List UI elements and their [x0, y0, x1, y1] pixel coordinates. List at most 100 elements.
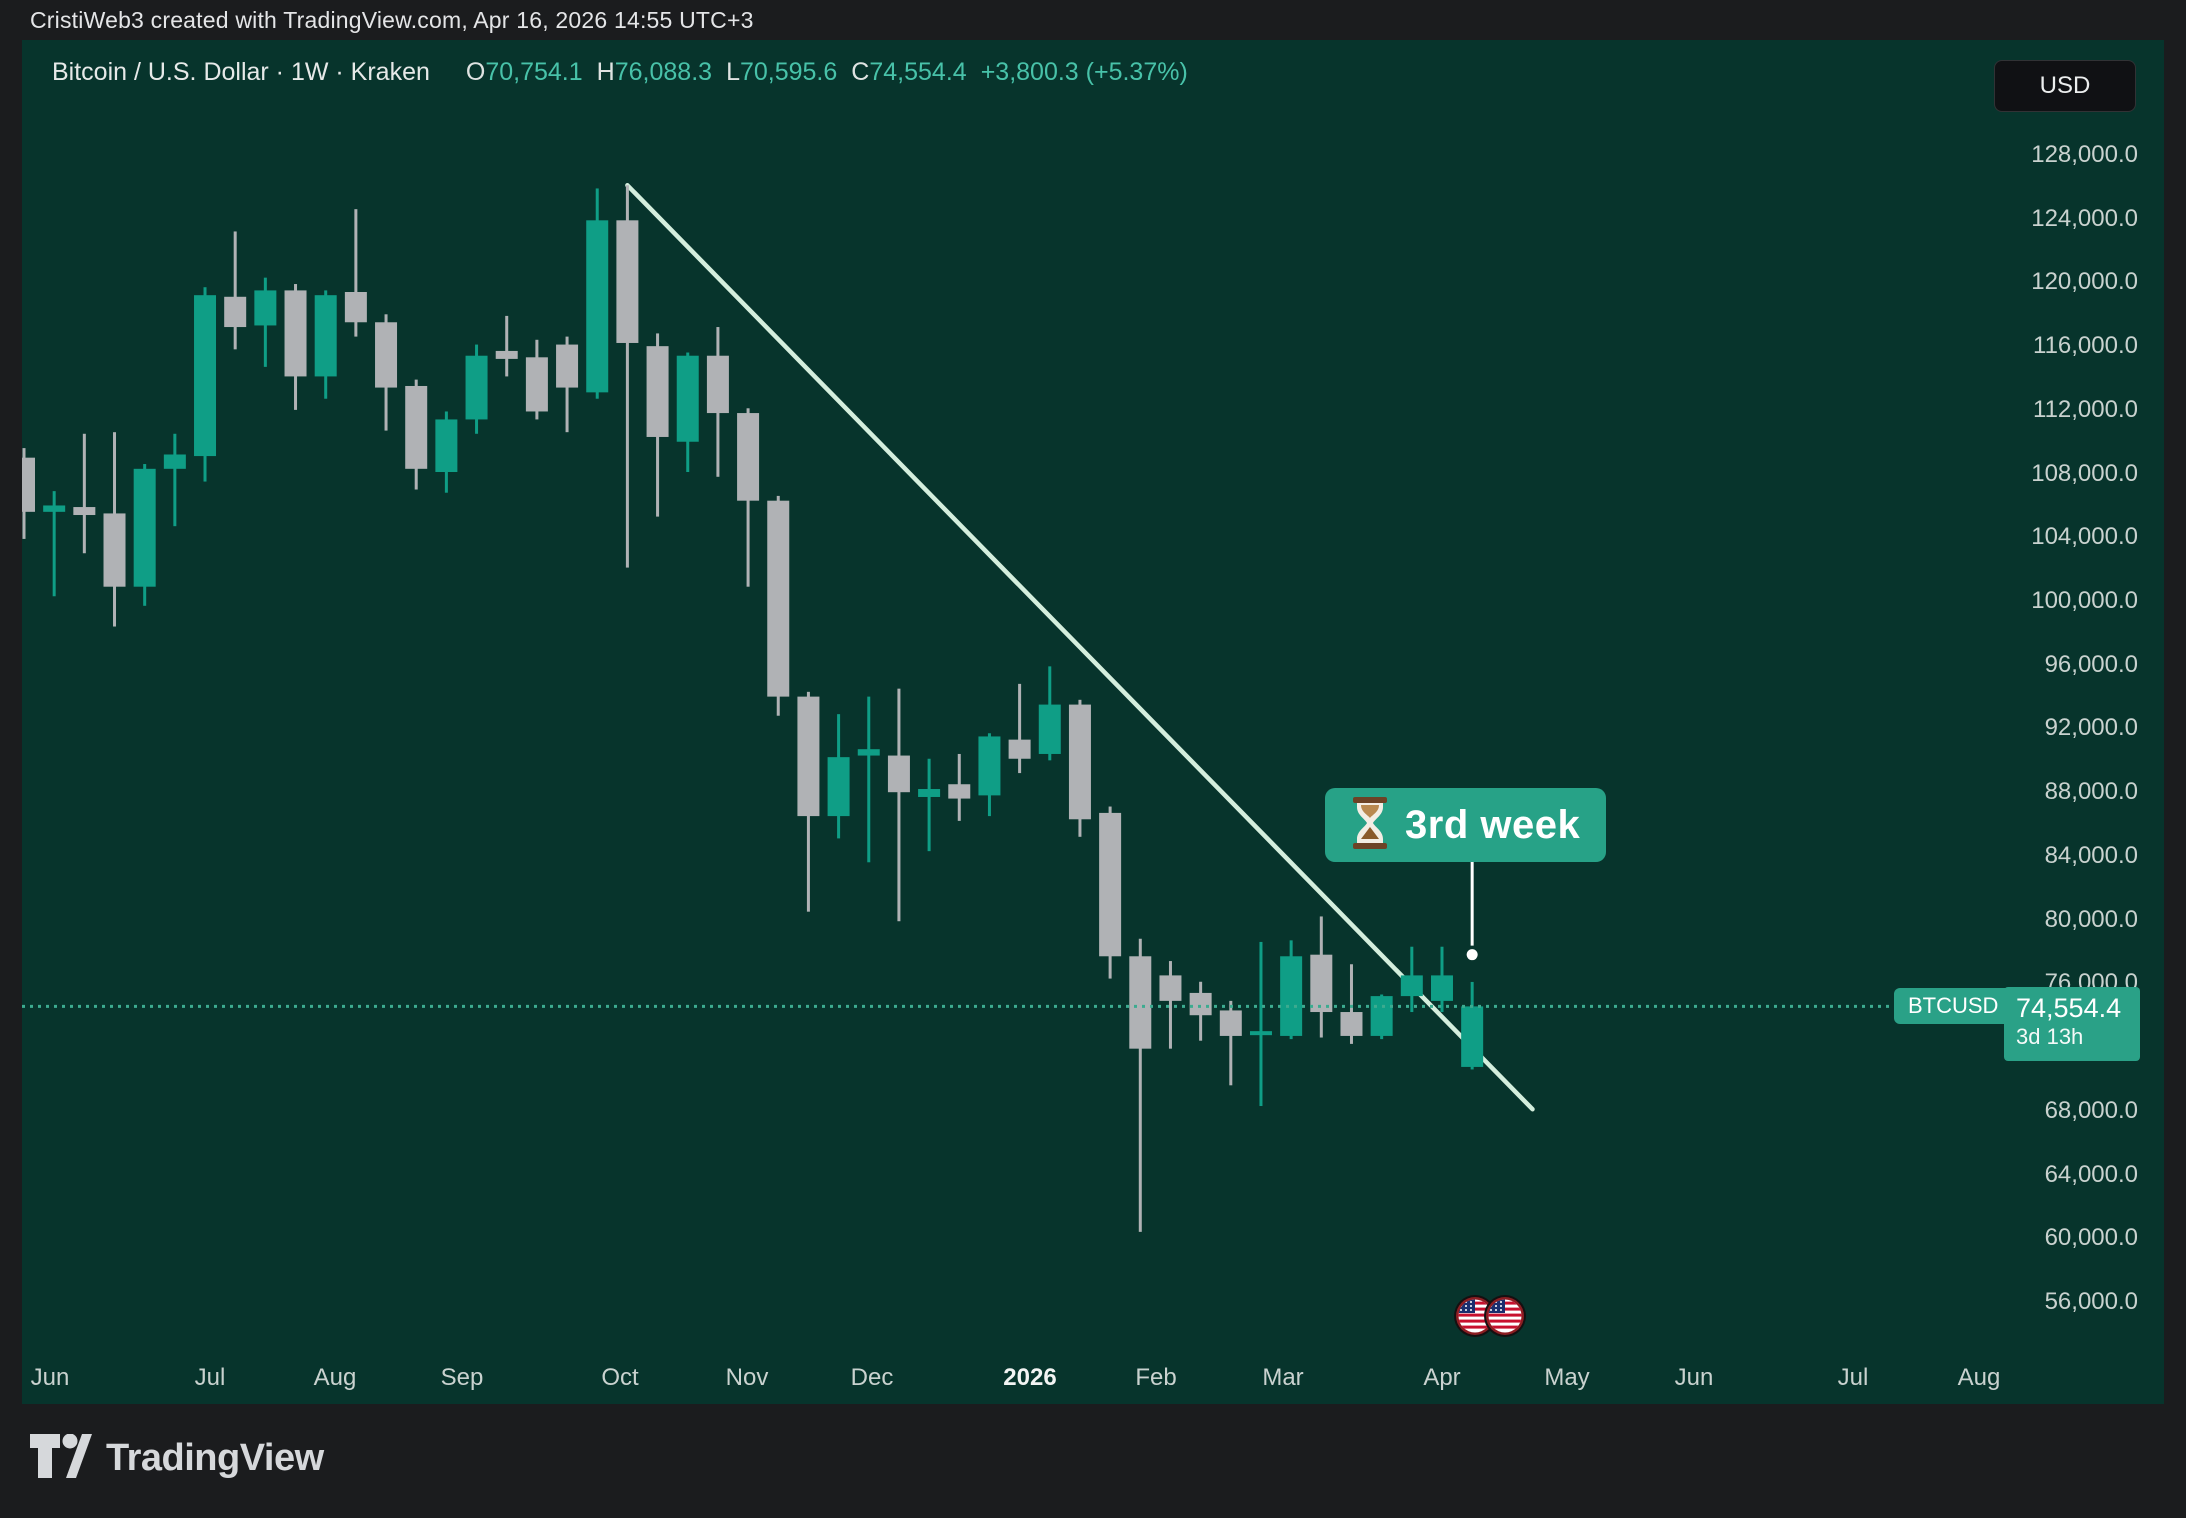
price-tick-label: 60,000.0 [2044, 1224, 2138, 1252]
candle-body [887, 755, 910, 793]
close-label: C [851, 58, 870, 86]
price-tick-label: 96,000.0 [2044, 650, 2138, 678]
candle-body [857, 749, 880, 756]
candle-body [133, 468, 156, 587]
month-tick-label: Sep [440, 1364, 484, 1391]
chart-panel: Bitcoin / U.S. Dollar · 1W · Kraken O70,7… [22, 40, 2164, 1404]
high-value: 76,088.3 [614, 58, 713, 86]
candle-body [1068, 704, 1091, 820]
callout-anchor-dot [1466, 949, 1478, 961]
price-tick-label: 64,000.0 [2044, 1160, 2138, 1188]
attribution-text: CristiWeb3 created with TradingView.com,… [30, 7, 754, 33]
candle-wick [625, 185, 629, 568]
year-tick-label: 2026 [1003, 1364, 1057, 1391]
candle-body [737, 413, 760, 501]
candle-wick [1138, 938, 1142, 1232]
candle-wick [1259, 941, 1263, 1107]
close-value: 74,554.4 [869, 58, 967, 86]
candle-body [284, 290, 307, 377]
candle-body [646, 346, 669, 437]
bar-countdown: 3d 13h [2016, 1024, 2084, 1050]
month-tick-label: Dec [850, 1364, 894, 1391]
candlestick-chart [22, 183, 2015, 1232]
tradingview-logo[interactable]: TradingView [30, 1433, 324, 1483]
price-tick-label: 124,000.0 [2031, 204, 2138, 232]
price-tick-label: 84,000.0 [2044, 841, 2138, 869]
price-tick-label: 56,000.0 [2044, 1287, 2138, 1315]
low-value: 70,595.6 [739, 58, 838, 86]
month-tick-label: Aug [313, 1364, 357, 1391]
candle-body [1430, 975, 1453, 1001]
footer-bar: TradingView [0, 1404, 2186, 1518]
time-axis[interactable]: Jun Jul Aug Sep Oct Nov Dec 2026 Feb Mar Apr May Jun… [22, 1358, 2164, 1404]
month-tick-label: Jul [194, 1364, 226, 1391]
candle-body [556, 344, 579, 388]
high-label: H [596, 58, 615, 86]
month-tick-label: Nov [725, 1364, 769, 1391]
month-tick-label: Jun [1674, 1364, 1714, 1391]
candle-body [978, 736, 1001, 796]
candle-body [163, 454, 186, 469]
current-price-value: 74,554.4 [2016, 993, 2122, 1024]
descending-trendline[interactable] [625, 183, 1535, 1112]
candle-wick [354, 209, 358, 337]
symbol-title: Bitcoin / U.S. Dollar · 1W · Kraken [52, 58, 430, 86]
price-line-symbol-chip[interactable]: BTCUSD [1894, 988, 2013, 1025]
third-week-callout[interactable]: 3rd week [1325, 788, 1607, 862]
price-tick-label: 88,000.0 [2044, 778, 2138, 806]
candle-wick [897, 688, 901, 922]
month-tick-label: Jun [30, 1364, 70, 1391]
candle-wick [1168, 961, 1172, 1049]
month-tick-label: May [1544, 1364, 1590, 1391]
price-tick-label: 80,000.0 [2044, 905, 2138, 933]
candle-body [1038, 704, 1061, 754]
price-tick-label: 104,000.0 [2031, 523, 2138, 551]
candle-body [1310, 954, 1333, 1013]
candle-wick [233, 231, 237, 350]
price-tick-label: 92,000.0 [2044, 714, 2138, 742]
candle-body [1219, 1010, 1242, 1036]
candle-body [1340, 1012, 1363, 1036]
candle-body [918, 789, 941, 797]
candle-body [616, 220, 639, 343]
price-tick-label: 100,000.0 [2031, 587, 2138, 615]
current-price-tag[interactable]: 74,554.4 3d 13h [2004, 987, 2140, 1062]
candle-body [948, 784, 971, 799]
price-tick-label: 128,000.0 [2031, 141, 2138, 168]
candle-body [1008, 739, 1031, 759]
price-axis[interactable]: 128,000.0 124,000.0 120,000.0 116,000.0 112,… [2004, 40, 2164, 1404]
candle-body [1129, 956, 1152, 1049]
open-label: O [465, 58, 486, 86]
candle-wick [505, 315, 509, 377]
candle-body [314, 295, 337, 377]
candle-body [1461, 1006, 1484, 1067]
candle-wick [927, 758, 931, 852]
month-tick-label: Aug [1957, 1364, 2001, 1391]
month-tick-label: Apr [1423, 1364, 1461, 1391]
candle-wick [52, 491, 56, 597]
candle-body [1400, 975, 1423, 997]
economic-events-flags[interactable] [1453, 1293, 1531, 1344]
candle-body [1249, 1031, 1272, 1036]
currency-button[interactable]: USD [1994, 60, 2136, 112]
candle-body [254, 290, 277, 326]
candle-body [797, 696, 820, 817]
candle-body [1370, 996, 1393, 1036]
tradingview-logo-text: TradingView [106, 1437, 324, 1479]
candle-body [1280, 956, 1303, 1036]
candle-body [1099, 812, 1122, 957]
open-value: 70,754.1 [485, 58, 583, 86]
month-tick-label: Feb [1135, 1364, 1177, 1391]
candle-body [344, 291, 367, 323]
candle-body [465, 355, 488, 420]
candle-body [435, 419, 458, 473]
candle-body [103, 513, 126, 587]
us-flag-icon [1484, 1295, 1526, 1337]
callout-text: 3rd week [1405, 802, 1581, 847]
candle-wick [1229, 1000, 1233, 1086]
top-bar: CristiWeb3 created with TradingView.com,… [0, 0, 2186, 40]
month-tick-label: Oct [601, 1364, 639, 1391]
candle-body [1159, 975, 1182, 1001]
candle-body [224, 296, 247, 328]
candle-body [194, 295, 217, 457]
